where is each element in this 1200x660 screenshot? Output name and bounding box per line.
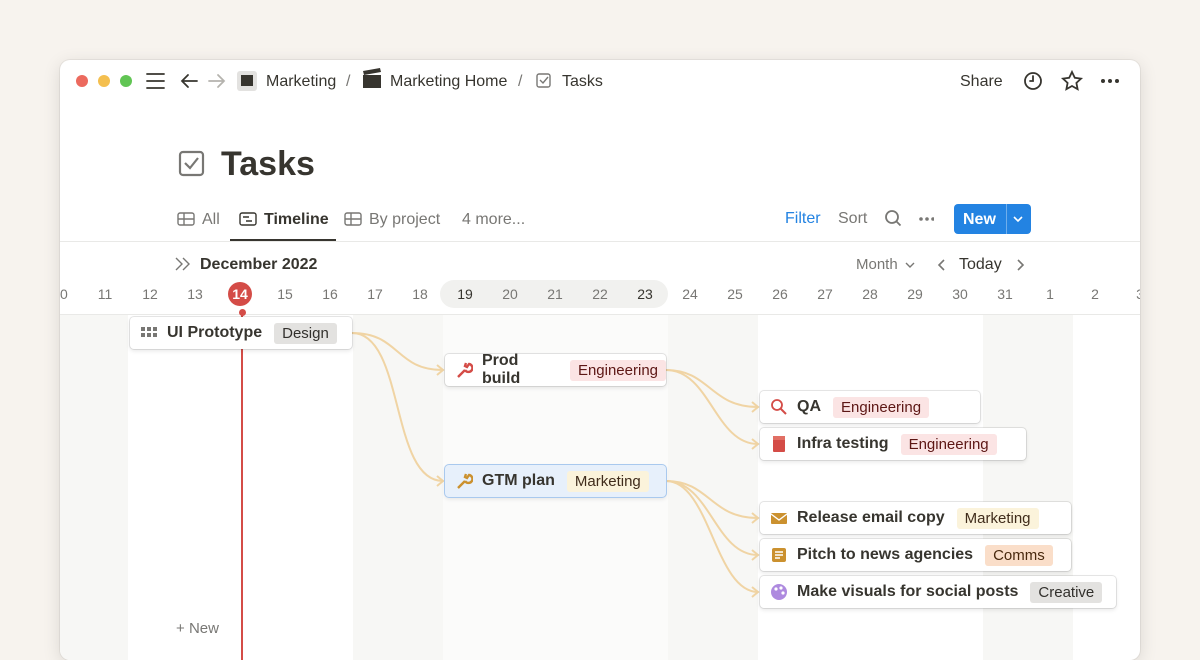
task-name: Infra testing <box>797 435 889 452</box>
today-line <box>241 313 243 660</box>
day-label: 28 <box>862 286 878 302</box>
add-task[interactable]: + New <box>176 620 219 637</box>
toolbar-icons <box>885 210 934 227</box>
dependency-arrows <box>351 332 760 598</box>
today-button[interactable]: Today <box>959 256 1002 273</box>
day-label: 31 <box>997 286 1013 302</box>
day-label: 21 <box>547 286 563 302</box>
page-title: Tasks <box>221 145 315 183</box>
day-label: 27 <box>817 286 833 302</box>
task-icon <box>141 327 157 337</box>
view-tab[interactable]: Timeline <box>264 211 329 228</box>
task-card[interactable]: Prod build Engineering <box>445 352 666 387</box>
day-label: 26 <box>772 286 788 302</box>
day-label: 13 <box>187 286 203 302</box>
day-label: 19 <box>457 286 473 302</box>
day-label: 23 <box>637 286 653 302</box>
page: Marketing / Marketing Home / Tasks Share… <box>60 60 1140 660</box>
next-icon[interactable] <box>1014 256 1026 274</box>
task-card[interactable]: UI Prototype Design <box>130 317 352 349</box>
sort-button[interactable]: Sort <box>838 210 868 227</box>
task-card[interactable]: Make visuals for social posts Creative <box>760 576 1116 608</box>
day-label: 18 <box>412 286 428 302</box>
day-label: 24 <box>682 286 698 302</box>
separator: / <box>346 73 351 90</box>
breadcrumb[interactable]: Marketing <box>266 73 337 90</box>
day-label: 3 <box>1136 286 1140 302</box>
task-icon <box>457 362 473 378</box>
task-tag: Engineering <box>833 396 930 418</box>
new-button[interactable]: New <box>954 204 1031 234</box>
day-label: 1 <box>1046 286 1054 302</box>
week-highlight <box>440 280 668 308</box>
divider <box>60 241 1140 242</box>
day-label: 14 <box>228 282 252 306</box>
task-name: QA <box>797 398 821 415</box>
day-label: 15 <box>277 286 293 302</box>
task-icon <box>771 399 787 415</box>
tab-underline <box>230 239 336 241</box>
task-card[interactable]: QA Engineering <box>760 391 980 423</box>
day-label: 2 <box>1091 286 1099 302</box>
scale-select[interactable]: Month <box>856 256 898 273</box>
task-card[interactable]: Pitch to news agencies Comms <box>760 539 1071 571</box>
filter-button[interactable]: Filter <box>785 210 821 227</box>
collapse-icon[interactable] <box>174 256 194 272</box>
day-label: 30 <box>952 286 968 302</box>
task-icon <box>770 513 788 524</box>
today-dot <box>239 309 246 316</box>
day-label: 20 <box>502 286 518 302</box>
day-label: 17 <box>367 286 383 302</box>
task-tag: Engineering <box>569 359 666 381</box>
task-tag: Marketing <box>956 507 1039 529</box>
task-name: Release email copy <box>797 509 945 526</box>
title-icon <box>178 150 205 177</box>
breadcrumb[interactable]: Marketing Home <box>390 73 508 90</box>
task-tag: Design <box>274 322 337 344</box>
view-icon <box>344 212 362 226</box>
dropdown-icon[interactable] <box>1011 213 1025 225</box>
window: Marketing / Marketing Home / Tasks Share… <box>60 60 1140 660</box>
task-icon <box>772 548 786 562</box>
new-button-label[interactable]: New <box>963 211 996 228</box>
task-tag: Marketing <box>566 470 649 492</box>
day-label: 11 <box>97 286 113 302</box>
day-label: 16 <box>322 286 338 302</box>
weekend-column <box>353 315 443 660</box>
task-icon <box>773 436 785 452</box>
view-icons <box>177 212 257 226</box>
task-name: GTM plan <box>482 472 555 489</box>
task-card[interactable]: Infra testing Engineering <box>760 428 1026 460</box>
share-button[interactable]: Share <box>960 73 1003 90</box>
day-label: 12 <box>142 286 158 302</box>
task-name: Pitch to news agencies <box>797 546 974 563</box>
month-label: December 2022 <box>200 256 318 273</box>
view-tab[interactable]: 4 more... <box>462 211 526 228</box>
task-card[interactable]: Release email copy Marketing <box>760 502 1071 534</box>
task-tag: Creative <box>1030 581 1103 603</box>
nav-icons <box>905 259 945 271</box>
day-label: 22 <box>592 286 608 302</box>
day-label: 29 <box>907 286 923 302</box>
task-tag: Comms <box>985 544 1053 566</box>
topbar-icons <box>76 68 1119 91</box>
task-name: Make visuals for social posts <box>797 583 1019 600</box>
task-name: UI Prototype <box>167 324 263 341</box>
day-label: 10 <box>60 286 68 302</box>
task-name: Prod build <box>482 352 521 387</box>
weekend-column <box>60 315 128 660</box>
view-tab[interactable]: All <box>202 211 220 228</box>
task-tag: Engineering <box>900 433 997 455</box>
view-tab[interactable]: By project <box>369 211 441 228</box>
add-task-label[interactable]: New <box>188 620 219 637</box>
button-divider <box>1006 204 1007 234</box>
separator: / <box>518 73 523 90</box>
divider <box>60 314 1140 315</box>
task-card[interactable]: GTM plan Marketing <box>445 465 666 497</box>
task-icon <box>771 584 787 600</box>
day-label: 25 <box>727 286 743 302</box>
task-icon <box>457 473 473 489</box>
breadcrumb[interactable]: Tasks <box>562 73 603 90</box>
